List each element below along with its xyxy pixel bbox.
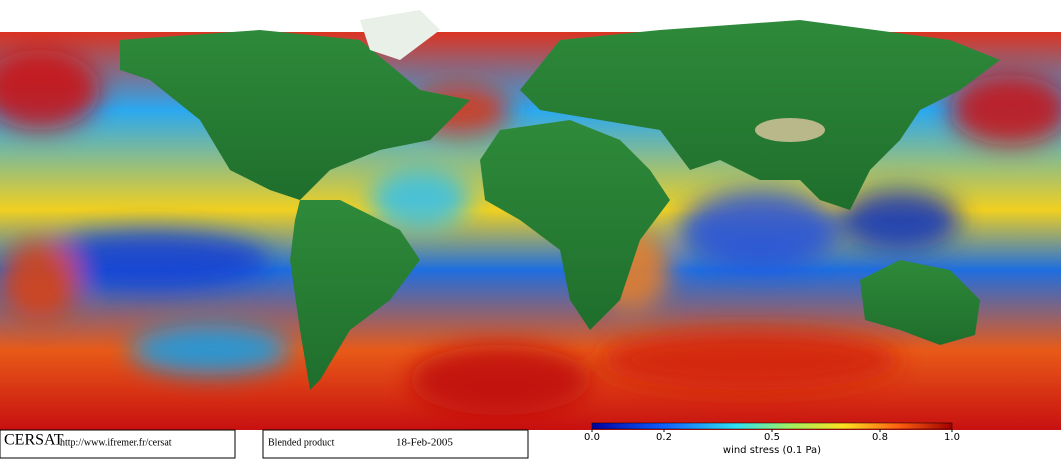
colorbar-tick-label: 0.0: [584, 432, 600, 443]
colorbar-tick-label: 0.5: [764, 432, 780, 443]
colorbar: [591, 422, 953, 430]
product: Blended product: [268, 437, 335, 448]
land: [120, 10, 1000, 390]
logo: CERSAT: [4, 432, 64, 449]
source-url: http://www.ifremer.fr/cersat: [60, 437, 172, 448]
product-box: [262, 429, 529, 459]
colorbar-label: wind stress (0.1 Pa): [723, 445, 821, 456]
date: 18-Feb-2005: [396, 437, 453, 449]
colorbar-tick-label: 0.2: [656, 432, 672, 443]
colorbar-tick-label: 0.8: [872, 432, 888, 443]
source-box: [0, 429, 236, 459]
colorbar-tick-label: 1.0: [944, 432, 960, 443]
